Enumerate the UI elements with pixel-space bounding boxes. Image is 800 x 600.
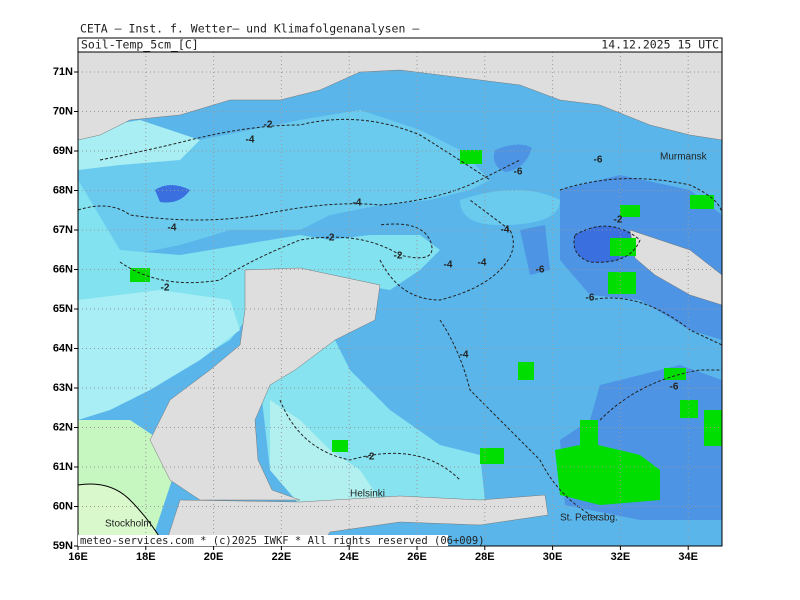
contour xyxy=(379,199,514,301)
place-name: Murmansk xyxy=(660,152,708,163)
lat-label: 66N xyxy=(53,263,73,275)
contour xyxy=(589,297,722,346)
sea-gray xyxy=(78,52,722,141)
white-sea xyxy=(629,229,722,306)
gulf-of-bothnia xyxy=(149,267,381,501)
lat-label: 68N xyxy=(53,184,73,196)
lat-label: 63N xyxy=(53,382,73,394)
lon-label: 34E xyxy=(678,551,698,563)
header-institute: CETA — Inst. f. Wetter— und Klimafolgena… xyxy=(80,22,419,36)
contour-label: -2 xyxy=(614,215,623,226)
lat-label: 67N xyxy=(53,224,73,236)
contour-label: -2 xyxy=(161,283,170,294)
lat-label: 61N xyxy=(53,461,73,473)
lat-label: 69N xyxy=(53,145,73,157)
lon-label: 30E xyxy=(543,551,563,563)
contour xyxy=(573,225,641,263)
contour xyxy=(99,118,491,181)
lat-label: 62N xyxy=(53,421,73,433)
field-coldest xyxy=(155,185,190,203)
header-datetime: 14.12.2025 15 UTC xyxy=(601,38,719,52)
snow-patch xyxy=(332,440,348,452)
lon-label: 22E xyxy=(272,551,292,563)
contour-label: -6 xyxy=(594,155,603,166)
contour-label: -4 xyxy=(353,198,362,209)
contour-label: -4 xyxy=(444,260,453,271)
snow-patch xyxy=(680,400,698,418)
lon-label: 32E xyxy=(611,551,631,563)
contour-label: -2 xyxy=(394,251,403,262)
contour-label: -4 xyxy=(478,258,487,269)
contour-label: -4 xyxy=(168,223,177,234)
snow-patch xyxy=(620,205,640,217)
footer-bg xyxy=(78,535,448,546)
contour-label: -2 xyxy=(326,233,335,244)
contour xyxy=(599,369,722,421)
map-area xyxy=(78,52,722,546)
snow-patch xyxy=(518,362,534,380)
lon-label: 18E xyxy=(136,551,156,563)
snow-patch xyxy=(608,272,636,294)
lon-label: 24E xyxy=(339,551,359,563)
contour xyxy=(119,223,433,284)
contour-label: -4 xyxy=(501,225,510,236)
lon-label: 16E xyxy=(68,551,88,563)
contour-label: -2 xyxy=(366,452,375,463)
snow-patch xyxy=(704,410,722,446)
contour-label: -4 xyxy=(246,135,255,146)
baltic-sea xyxy=(164,494,549,546)
snow-patch xyxy=(690,195,714,209)
snow-patch xyxy=(610,238,636,256)
contour-label: -6 xyxy=(586,293,595,304)
field-cold xyxy=(520,225,550,275)
lat-label: 64N xyxy=(53,342,73,354)
snow-patch xyxy=(480,448,504,464)
labels: 71N70N69N68N67N66N65N64N63N62N61N60N59N1… xyxy=(53,66,708,563)
lat-label: 59N xyxy=(53,540,73,552)
field-pale xyxy=(78,120,200,170)
lon-label: 20E xyxy=(204,551,224,563)
contour xyxy=(78,159,521,221)
place-name: Helsinki xyxy=(350,489,385,500)
header-variable: Soil-Temp_5cm_[C] xyxy=(81,38,199,52)
contour xyxy=(559,178,722,216)
place-name: St. Petersbg. xyxy=(560,513,618,524)
lon-label: 28E xyxy=(475,551,495,563)
lat-label: 70N xyxy=(53,105,73,117)
graticule xyxy=(78,52,722,546)
contour-label: -4 xyxy=(460,350,469,361)
field-pale xyxy=(270,400,380,505)
snow-patch xyxy=(130,268,150,282)
snow-patch xyxy=(460,150,482,164)
contour xyxy=(439,319,601,521)
snow-patch xyxy=(555,420,660,505)
footer-credit: meteo-services.com * (c)2025 IWKF * All … xyxy=(80,535,485,547)
contour-label: -6 xyxy=(514,167,523,178)
lat-label: 71N xyxy=(53,66,73,78)
lat-label: 60N xyxy=(53,500,73,512)
lon-label: 26E xyxy=(407,551,427,563)
contour-label: -6 xyxy=(670,382,679,393)
contour xyxy=(279,399,461,481)
contour-label: -2 xyxy=(264,120,273,131)
contour-label: -6 xyxy=(536,265,545,276)
lat-label: 65N xyxy=(53,303,73,315)
place-name: Stockholm xyxy=(105,519,152,530)
